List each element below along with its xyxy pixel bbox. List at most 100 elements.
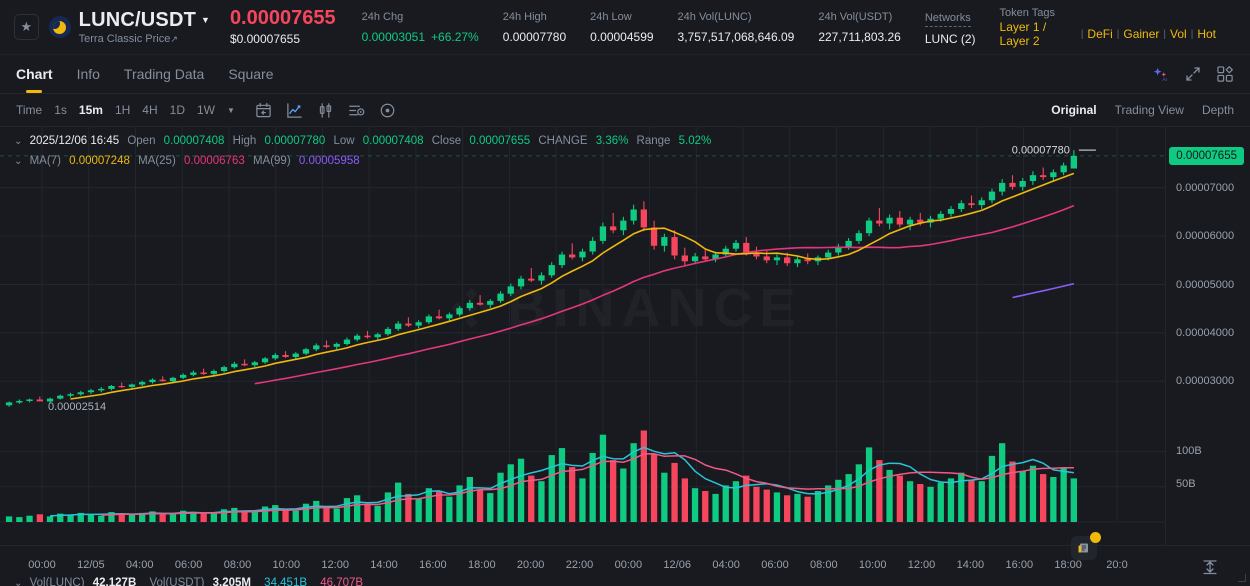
stat-label: Networks bbox=[924, 11, 971, 28]
tab-action-icons: AI bbox=[1152, 55, 1234, 93]
price-tick: 0.00006000 bbox=[1176, 230, 1235, 243]
time-tick: 10:00 bbox=[272, 559, 301, 571]
token-tag[interactable]: DeFi bbox=[1087, 27, 1113, 42]
timeframe-1s[interactable]: 1s bbox=[54, 103, 67, 117]
time-tick: 12/06 bbox=[663, 559, 691, 571]
tab-square[interactable]: Square bbox=[228, 66, 274, 82]
candle-type-icon[interactable] bbox=[317, 102, 334, 119]
stat-value: LUNC (2) bbox=[924, 32, 976, 47]
token-tags-block: Token Tags Layer 1 / Layer 2 | DeFi | Ga… bbox=[1000, 6, 1216, 48]
target-icon[interactable] bbox=[379, 102, 396, 119]
chart-mode-group: Original Trading View Depth bbox=[1051, 103, 1234, 117]
vol-quote-value: 3.205M bbox=[212, 577, 251, 586]
price-tick: 0.00004000 bbox=[1176, 326, 1235, 339]
timeframe-1h[interactable]: 1H bbox=[114, 103, 131, 117]
legend-change-label: CHANGE bbox=[538, 135, 588, 147]
ticker-header: ★ LUNC/USDT ▼ Terra Classic Price↗ 0.000… bbox=[0, 0, 1250, 55]
tab-info[interactable]: Info bbox=[76, 66, 100, 82]
time-tick: 20:0 bbox=[1106, 559, 1128, 571]
legend-range-value: 5.02% bbox=[678, 135, 712, 147]
pair-selector[interactable]: LUNC/USDT ▼ Terra Classic Price↗ bbox=[79, 9, 210, 45]
stat-label: 24h Chg bbox=[361, 11, 404, 24]
resize-vertical-icon[interactable] bbox=[1202, 558, 1218, 576]
token-tag[interactable]: Gainer bbox=[1123, 27, 1160, 42]
vol-base-value: 42.127B bbox=[92, 577, 137, 586]
stat-label: 24h Low bbox=[590, 11, 632, 24]
stat-networks[interactable]: Networks LUNC (2) bbox=[924, 8, 976, 47]
price-axis[interactable]: 0.00007655 0.00007000 0.00006000 0.0000500… bbox=[1165, 127, 1250, 545]
last-price-block: 0.00007655 $0.00007655 bbox=[229, 7, 336, 47]
time-tick: 14:00 bbox=[956, 559, 985, 571]
last-price: 0.00007655 bbox=[229, 7, 336, 29]
time-tick: 00:00 bbox=[28, 559, 56, 571]
price-tick: 0.00007000 bbox=[1176, 181, 1235, 194]
news-marker-icon[interactable] bbox=[1071, 532, 1101, 560]
pair-subtitle[interactable]: Terra Classic Price↗ bbox=[79, 33, 210, 45]
chart-area[interactable]: BINANCE ⌄ 2025/12/06 16:45 Open 0.000074… bbox=[0, 127, 1250, 586]
ai-sparkle-icon[interactable]: AI bbox=[1152, 66, 1169, 83]
tag-separator: | bbox=[1116, 28, 1120, 40]
tag-separator: | bbox=[1190, 28, 1194, 40]
timeframe-1d[interactable]: 1D bbox=[169, 103, 185, 117]
stat-24h-vol-quote: 24h Vol(USDT) 227,711,803.26 bbox=[818, 10, 901, 43]
timeframe-1w[interactable]: 1W bbox=[196, 103, 215, 117]
token-tags-label: Token Tags bbox=[999, 6, 1055, 19]
expand-icon[interactable] bbox=[1185, 66, 1201, 82]
collapse-chevron-icon[interactable]: ⌄ bbox=[14, 578, 23, 586]
pair-name: LUNC/USDT bbox=[78, 9, 197, 31]
news-alert-dot bbox=[1090, 532, 1101, 543]
stat-label: 24h Vol(USDT) bbox=[818, 11, 893, 24]
token-tag[interactable]: Layer 1 / Layer 2 bbox=[999, 20, 1047, 49]
svg-text:0.00007780: 0.00007780 bbox=[1012, 145, 1070, 157]
mode-original[interactable]: Original bbox=[1051, 103, 1097, 117]
legend-high-label: High bbox=[232, 135, 257, 147]
ma25-value: 0.00006763 bbox=[183, 155, 245, 167]
chevron-down-icon[interactable]: ▼ bbox=[201, 15, 210, 25]
plot-canvas[interactable]: 0.00007780 0.00002514 bbox=[0, 127, 1165, 545]
vol-quote-label: Vol(USDT) bbox=[149, 577, 205, 586]
tag-separator: | bbox=[1080, 28, 1084, 40]
legend-range-label: Range bbox=[636, 135, 671, 147]
layout-grid-icon[interactable] bbox=[1217, 65, 1234, 83]
current-price-tag: 0.00007655 bbox=[1169, 146, 1244, 165]
svg-text:0.00002514: 0.00002514 bbox=[48, 401, 106, 413]
timeframe-4h[interactable]: 4H bbox=[142, 103, 158, 117]
tab-list: Chart Info Trading Data Square bbox=[16, 55, 274, 93]
token-tag[interactable]: Hot bbox=[1197, 27, 1216, 42]
timeframe-group: Time 1s 15m 1H 4H 1D 1W ▼ bbox=[16, 102, 396, 119]
stat-label: 24h Vol(LUNC) bbox=[677, 11, 752, 24]
corner-resize-mark[interactable] bbox=[1238, 574, 1246, 582]
indicator-chart-icon[interactable] bbox=[286, 102, 303, 119]
settings-list-icon[interactable] bbox=[348, 102, 365, 119]
token-tags-list: Layer 1 / Layer 2 | DeFi | Gainer | Vol … bbox=[1000, 20, 1216, 48]
time-tick: 14:00 bbox=[370, 559, 398, 571]
volume-tick-100b: 100B bbox=[1176, 445, 1202, 457]
time-tick: 00:00 bbox=[614, 559, 643, 571]
tab-trading-data[interactable]: Trading Data bbox=[123, 66, 205, 82]
timeframe-15m[interactable]: 15m bbox=[78, 103, 103, 117]
calendar-icon[interactable] bbox=[255, 102, 272, 119]
token-tag[interactable]: Vol bbox=[1170, 27, 1187, 42]
stat-label: 24h High bbox=[502, 11, 547, 24]
mode-depth[interactable]: Depth bbox=[1201, 103, 1234, 117]
time-axis[interactable]: 00:00 12/05 04:00 06:00 08:00 10:00 12:00 14:00… bbox=[0, 545, 1250, 586]
pair-subtitle-text: Terra Classic Price bbox=[78, 33, 171, 45]
stat-value: 3,757,517,068,646.09 bbox=[677, 29, 795, 44]
time-tick: 12:00 bbox=[321, 559, 349, 571]
stat-value-pct: +66.27% bbox=[431, 29, 479, 44]
ma99-label: MA(99) bbox=[252, 155, 291, 167]
time-tick: 06:00 bbox=[761, 559, 789, 571]
mode-trading-view[interactable]: Trading View bbox=[1114, 103, 1184, 117]
legend-close-label: Close bbox=[431, 135, 462, 147]
legend-open-value: 0.00007408 bbox=[163, 135, 225, 147]
time-label: Time bbox=[16, 103, 43, 117]
stat-24h-high: 24h High 0.00007780 bbox=[503, 10, 566, 43]
chevron-down-icon[interactable]: ▼ bbox=[226, 105, 235, 115]
collapse-chevron-icon[interactable]: ⌄ bbox=[14, 136, 23, 147]
favorite-star-icon[interactable]: ★ bbox=[14, 14, 39, 40]
time-tick: 06:00 bbox=[174, 559, 203, 571]
ma7-label: MA(7) bbox=[29, 155, 61, 167]
chart-tool-icons bbox=[255, 102, 396, 119]
tab-chart[interactable]: Chart bbox=[16, 55, 53, 93]
collapse-chevron-icon[interactable]: ⌄ bbox=[14, 156, 23, 167]
